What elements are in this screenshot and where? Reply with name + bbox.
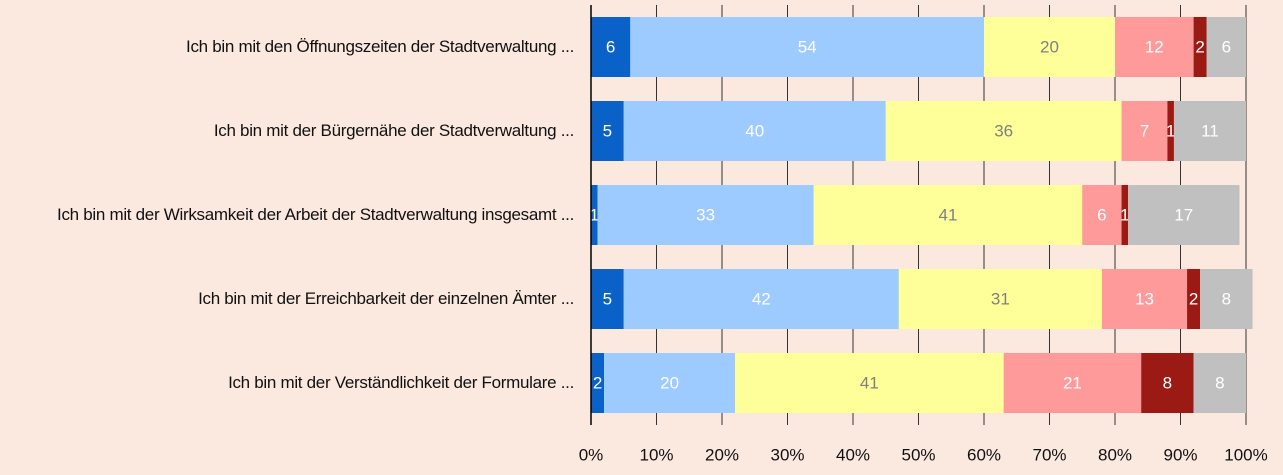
bar-segment (1193, 17, 1207, 77)
data-label: 1 (590, 205, 599, 224)
bar-segment (591, 17, 631, 77)
data-label: 33 (696, 205, 715, 224)
bar-segment (1115, 17, 1194, 77)
data-label: 20 (1040, 37, 1059, 56)
category-label: Ich bin mit der Bürgernähe der Stadtverw… (4, 99, 574, 163)
data-label: 8 (1222, 289, 1231, 308)
data-label: 17 (1174, 205, 1193, 224)
data-label: 5 (603, 121, 612, 140)
bar-segment (597, 185, 814, 245)
bar-segment (1187, 269, 1201, 329)
bar-segment (623, 269, 899, 329)
bar-segment (898, 269, 1102, 329)
bar-segment (591, 185, 598, 245)
bar-segment (885, 101, 1122, 161)
data-label: 8 (1215, 373, 1224, 392)
x-tick-label: 0% (579, 445, 604, 464)
bar-segment (735, 353, 1004, 413)
x-tick-label: 70% (1032, 445, 1066, 464)
bar-segment (1173, 101, 1246, 161)
bar-segment (1121, 101, 1168, 161)
data-label: 1 (1120, 205, 1129, 224)
category-label: Ich bin mit der Erreichbarkeit der einze… (4, 267, 574, 331)
category-text: Ich bin mit den Öffnungszeiten der Stadt… (186, 37, 574, 56)
bar-segment (591, 353, 605, 413)
data-label: 8 (1163, 373, 1172, 392)
category-label: Ich bin mit den Öffnungszeiten der Stadt… (4, 15, 574, 79)
data-label: 5 (603, 289, 612, 308)
bar-segment (813, 185, 1083, 245)
bar-segment (604, 353, 736, 413)
data-label: 31 (991, 289, 1010, 308)
x-tick-label: 100% (1224, 445, 1267, 464)
data-label: 2 (1195, 37, 1204, 56)
category-text: Ich bin mit der Erreichbarkeit der einze… (198, 289, 574, 308)
bar-segment (1003, 353, 1142, 413)
category-text: Ich bin mit der Verständlichkeit der For… (228, 373, 574, 392)
bar-segment (630, 17, 984, 77)
bar-segment (1101, 269, 1188, 329)
data-label: 36 (994, 121, 1013, 140)
category-label: Ich bin mit der Wirksamkeit der Arbeit d… (4, 183, 574, 247)
data-label: 7 (1140, 121, 1149, 140)
bar-segment (1200, 269, 1253, 329)
data-label: 6 (1097, 205, 1106, 224)
bar-segment (1167, 101, 1174, 161)
x-tick-label: 50% (901, 445, 935, 464)
x-tick-label: 80% (1098, 445, 1132, 464)
data-label: 54 (798, 37, 817, 56)
x-tick-label: 10% (639, 445, 673, 464)
data-label: 13 (1135, 289, 1154, 308)
data-label: 11 (1201, 121, 1219, 140)
data-label: 12 (1145, 37, 1164, 56)
data-label: 2 (1189, 289, 1198, 308)
bar-segment (591, 269, 624, 329)
data-label: 6 (606, 37, 615, 56)
x-tick-label: 20% (705, 445, 739, 464)
data-label: 41 (939, 205, 958, 224)
data-label: 20 (660, 373, 679, 392)
data-label: 42 (752, 289, 771, 308)
bar-segment (1193, 353, 1246, 413)
bar-segment (591, 101, 624, 161)
bar-segment (623, 101, 886, 161)
category-text: Ich bin mit der Bürgernähe der Stadtverw… (213, 121, 574, 140)
bar-segment (1128, 185, 1240, 245)
data-label: 6 (1222, 37, 1231, 56)
bar-segment (1082, 185, 1122, 245)
bar-segment (1121, 185, 1129, 245)
category-text: Ich bin mit der Wirksamkeit der Arbeit d… (57, 205, 574, 224)
category-label: Ich bin mit der Verständlichkeit der For… (4, 351, 574, 415)
bar-segment (984, 17, 1115, 77)
x-tick-label: 30% (770, 445, 804, 464)
data-label: 40 (745, 121, 764, 140)
x-tick-label: 40% (836, 445, 870, 464)
data-label: 2 (593, 373, 602, 392)
data-label: 21 (1063, 373, 1082, 392)
x-tick-label: 90% (1163, 445, 1197, 464)
data-label: 41 (860, 373, 879, 392)
bar-segment (1206, 17, 1246, 77)
data-label: 1 (1166, 121, 1175, 140)
bar-segment (1141, 353, 1194, 413)
x-tick-label: 60% (967, 445, 1001, 464)
